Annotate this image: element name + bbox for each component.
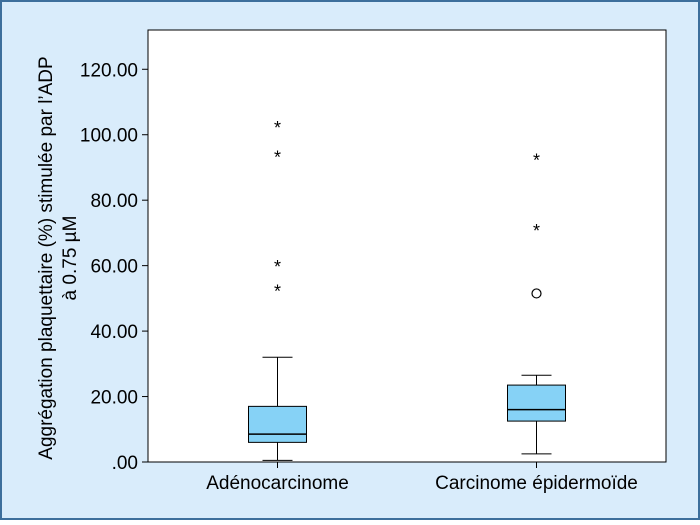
- y-tick-label: 100.00: [80, 126, 138, 147]
- x-tick-label: Carcinome épidermoïde: [435, 473, 638, 494]
- outlier-point: [531, 288, 542, 299]
- extreme-point: *: [533, 221, 540, 241]
- y-tick-label: 40.00: [90, 322, 138, 343]
- y-tick-label: 20.00: [90, 388, 138, 409]
- box-1: * * * *: [248, 118, 307, 461]
- extreme-point: *: [274, 118, 281, 138]
- extreme-point: *: [533, 151, 540, 171]
- x-axis: Adénocarcinome Carcinome épidermoïde: [206, 462, 638, 494]
- y-tick-label: 60.00: [90, 257, 138, 278]
- y-axis-label-line-1: Aggrégation plaquettaire (%) stimulée pa…: [36, 56, 57, 459]
- extreme-point: *: [274, 147, 281, 167]
- plot-area: [147, 29, 667, 463]
- y-tick-label: 120.00: [80, 60, 138, 81]
- y-tick-label: 80.00: [90, 191, 138, 212]
- box-iqr: [507, 384, 566, 422]
- box-2: **: [507, 151, 566, 455]
- boxes-layer: ******: [248, 118, 566, 461]
- x-tick-label: Adénocarcinome: [206, 473, 349, 494]
- y-tick-label: .00: [112, 453, 138, 474]
- box-iqr: [248, 405, 307, 443]
- y-axis: .00 20.00 40.00 60.00 80.00 100.00 120.00: [80, 60, 148, 474]
- extreme-point: *: [274, 282, 281, 302]
- extreme-point: *: [274, 257, 281, 277]
- y-axis-label-line-2: à 0.75 µM: [60, 216, 81, 301]
